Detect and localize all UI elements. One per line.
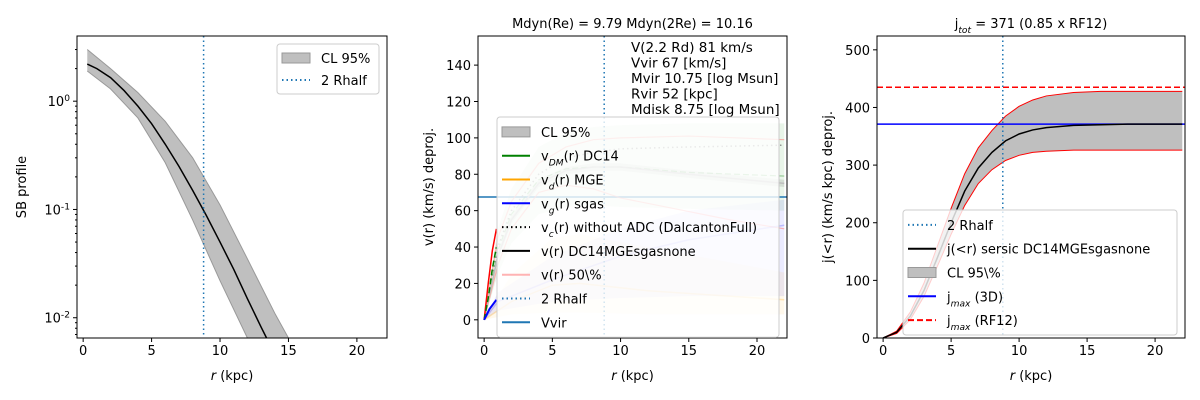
panel-2: 0 5 10 15 20 0 20 40 60 80 100 120 140 r (kpc) v(r) (k…	[422, 17, 788, 384]
x-tick-label: 5	[548, 344, 556, 359]
x-axis-label: r (kpc)	[211, 369, 254, 384]
x-tick-label: 10	[612, 344, 629, 359]
axes-frame	[76, 35, 388, 339]
legend-box	[496, 116, 780, 338]
legend-label: Vvir	[541, 316, 567, 331]
legend-entry: 2 Rhalf	[908, 219, 993, 234]
annotation-text: Vvir 67 [km/s]	[631, 56, 726, 72]
x-axis-label: r (kpc)	[1010, 369, 1053, 384]
y-axis-label: j(<r) (km/s kpc) deproj.	[821, 111, 836, 264]
legend-label: CL 95\%	[947, 267, 1001, 282]
chart-title: jtot = 371 (0.85 x RF12)	[954, 17, 1108, 36]
legend-label: vc(r) without ADC (DalcantonFull)	[541, 221, 757, 240]
y-tick-label: 100	[446, 132, 471, 147]
y-tick-label: 10-2	[44, 311, 70, 327]
legend-label: v(r) 50\%	[541, 269, 602, 284]
plot-area	[86, 36, 385, 338]
x-axis-label: r (kpc)	[611, 369, 654, 384]
y-tick-label: 120	[446, 95, 471, 110]
legend-entry: vDM(r) DC14	[502, 150, 619, 169]
legend-label: j(<r) sersic DC14MGEsgasnone	[946, 243, 1150, 258]
axes-frame	[477, 35, 788, 339]
legend-patch	[281, 52, 311, 64]
y-tick-label: 80	[454, 168, 471, 183]
legend-patch	[907, 267, 937, 278]
y-tick-label: 0	[463, 314, 471, 329]
y-tick-label: 60	[454, 205, 471, 220]
legend-entry: j(<r) sersic DC14MGEsgasnone	[908, 243, 1150, 258]
series-line	[483, 246, 498, 320]
annotation-text: Mvir 10.75 [log Msun]	[631, 71, 778, 87]
x-tick-label: 5	[147, 344, 155, 359]
legend-entry: vc(r) without ADC (DalcantonFull)	[502, 221, 757, 240]
band-edge-upper	[86, 49, 385, 338]
legend-patch	[501, 126, 531, 138]
x-tick-label: 0	[879, 344, 887, 359]
legend-entry: vd(r) MGE	[502, 174, 604, 193]
legend-entry: CL 95\%	[907, 267, 1001, 282]
legend-label: vDM(r) DC14	[541, 150, 619, 169]
y-tick-label: 500	[845, 44, 870, 59]
series-line	[483, 299, 498, 321]
legend-entry: vg(r) sgas	[502, 197, 604, 216]
y-tick-label: 100	[845, 274, 870, 289]
chart-title: Mdyn(Re) = 9.79 Mdyn(2Re) = 10.16	[512, 17, 753, 32]
annotation-text: V(2.2 Rd) 81 km/s	[631, 40, 753, 56]
legend-entry: v(r) DC14MGEsgasnone	[502, 245, 696, 260]
y-axis-label: v(r) (km/s) deproj.	[422, 128, 437, 246]
legend-label: v(r) DC14MGEsgasnone	[541, 245, 696, 260]
y-tick-label: 140	[446, 59, 471, 74]
legend-entry: CL 95%	[501, 126, 590, 141]
panel-1: 0 5 10 15 20 100 10-1 10-2 r (kpc) SB profile CL 9…	[15, 35, 388, 384]
y-tick-label: 40	[454, 241, 471, 256]
legend-label: 2 Rhalf	[947, 219, 993, 234]
legend-entry: Vvir	[502, 316, 567, 331]
x-tick-label: 0	[79, 344, 87, 359]
y-tick-label: 400	[845, 101, 870, 116]
x-tick-label: 20	[1147, 344, 1164, 359]
x-tick-label: 15	[1079, 344, 1096, 359]
y-tick-label: 300	[845, 159, 870, 174]
axes-frame	[876, 35, 1186, 339]
legend-label: 2 Rhalf	[541, 293, 587, 308]
y-tick-label: 200	[845, 217, 870, 232]
y-tick-label: 100	[48, 94, 71, 110]
legend-label: CL 95%	[541, 126, 590, 141]
legend-label: jmax (3D)	[946, 290, 1003, 309]
x-tick-label: 15	[681, 344, 698, 359]
legend-entry: CL 95%	[281, 52, 370, 67]
y-axis-label: SB profile	[15, 156, 30, 218]
legend-label: CL 95%	[321, 52, 370, 67]
confidence-band	[87, 49, 385, 338]
legend-entry: jmax (RF12)	[908, 314, 1018, 333]
legend-entry: v(r) 50\%	[502, 269, 602, 284]
x-tick-label: 5	[947, 344, 955, 359]
x-tick-label: 20	[349, 344, 366, 359]
band-edge-lower	[86, 70, 385, 338]
series-line	[483, 228, 498, 320]
annotation-text: Mdisk 8.75 [log Msun]	[631, 102, 780, 118]
legend-label: 2 Rhalf	[321, 74, 367, 89]
legend-entry: 2 Rhalf	[282, 74, 367, 89]
annotation-text: Rvir 52 [kpc]	[631, 87, 718, 103]
legend-box	[902, 209, 1178, 336]
legend-label: vg(r) sgas	[541, 197, 604, 216]
legend-entry: jmax (3D)	[908, 290, 1003, 309]
series-line	[86, 63, 268, 338]
y-tick-label: 10-1	[44, 202, 70, 218]
x-tick-label: 10	[212, 344, 229, 359]
legend-label: vd(r) MGE	[541, 174, 604, 193]
x-tick-label: 15	[280, 344, 297, 359]
y-tick-label: 0	[862, 332, 870, 347]
legend-label: jmax (RF12)	[946, 314, 1018, 333]
x-tick-label: 0	[480, 344, 488, 359]
x-tick-label: 10	[1011, 344, 1028, 359]
x-tick-label: 20	[749, 344, 766, 359]
legend-entry: 2 Rhalf	[502, 293, 587, 308]
y-tick-label: 20	[454, 277, 471, 292]
